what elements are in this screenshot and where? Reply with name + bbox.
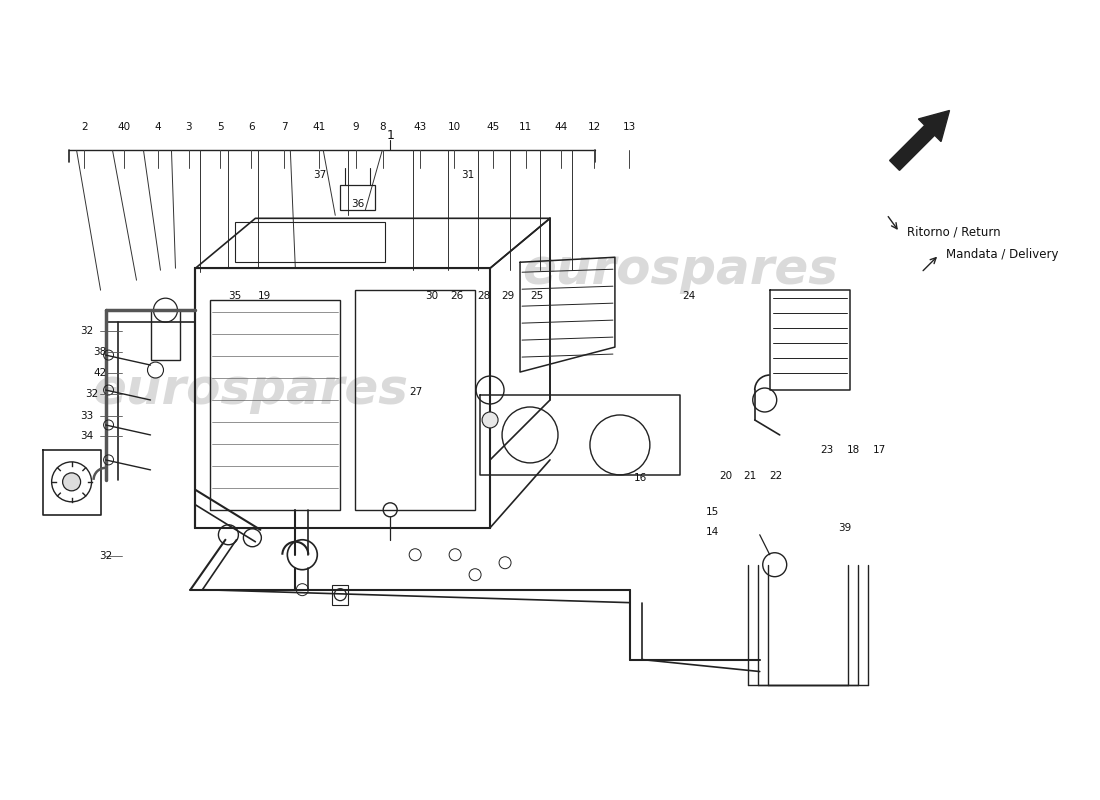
Text: 12: 12 (587, 122, 601, 133)
Text: 14: 14 (706, 526, 719, 537)
Bar (196, 268, 491, 528)
Text: 13: 13 (623, 122, 636, 133)
Bar (332, 585, 349, 605)
Text: 19: 19 (257, 291, 271, 301)
Text: 10: 10 (448, 122, 461, 133)
Text: 18: 18 (847, 445, 860, 454)
Text: 8: 8 (379, 122, 386, 133)
Text: Mandata / Delivery: Mandata / Delivery (946, 248, 1058, 261)
Text: 17: 17 (873, 445, 887, 454)
Text: 6: 6 (248, 122, 254, 133)
Text: 27: 27 (409, 387, 422, 397)
Text: 32: 32 (80, 326, 94, 335)
Text: 45: 45 (486, 122, 499, 133)
Text: 31: 31 (461, 170, 474, 180)
Circle shape (63, 473, 80, 491)
Text: 1: 1 (386, 129, 394, 142)
Bar (355, 290, 475, 510)
Text: 25: 25 (530, 291, 543, 301)
Text: 5: 5 (217, 122, 223, 133)
Text: 30: 30 (425, 291, 438, 301)
Text: 32: 32 (99, 550, 113, 561)
Bar (340, 186, 375, 210)
Text: 22: 22 (770, 471, 783, 481)
Text: 21: 21 (744, 471, 757, 481)
Text: Ritorno / Return: Ritorno / Return (906, 226, 1000, 238)
Text: 24: 24 (682, 291, 695, 301)
Text: 16: 16 (634, 474, 647, 483)
Text: 23: 23 (821, 445, 834, 454)
Text: 3: 3 (185, 122, 191, 133)
Text: 2: 2 (81, 122, 88, 133)
Text: 44: 44 (554, 122, 568, 133)
Text: 32: 32 (86, 390, 99, 399)
Bar (235, 222, 385, 262)
Text: 38: 38 (92, 347, 107, 357)
Text: 11: 11 (519, 122, 532, 133)
Text: 15: 15 (706, 507, 719, 517)
Text: eurospares: eurospares (521, 246, 838, 294)
Text: 42: 42 (92, 368, 107, 378)
Text: 39: 39 (838, 522, 851, 533)
Text: 37: 37 (312, 170, 326, 180)
Text: 26: 26 (450, 291, 463, 301)
Text: 28: 28 (477, 291, 491, 301)
Text: 43: 43 (414, 122, 427, 133)
Text: eurospares: eurospares (92, 366, 408, 414)
FancyArrow shape (890, 110, 949, 170)
Text: 36: 36 (351, 199, 364, 210)
Text: 9: 9 (352, 122, 359, 133)
Text: 41: 41 (312, 122, 326, 133)
Text: 20: 20 (719, 471, 733, 481)
Bar (210, 300, 340, 510)
Circle shape (482, 412, 498, 428)
Text: 34: 34 (80, 431, 94, 441)
Text: 29: 29 (502, 291, 515, 301)
Text: 35: 35 (228, 291, 241, 301)
Text: 7: 7 (280, 122, 287, 133)
Text: 33: 33 (80, 411, 94, 421)
Text: 4: 4 (154, 122, 161, 133)
Text: 40: 40 (118, 122, 130, 133)
Bar (151, 310, 180, 360)
